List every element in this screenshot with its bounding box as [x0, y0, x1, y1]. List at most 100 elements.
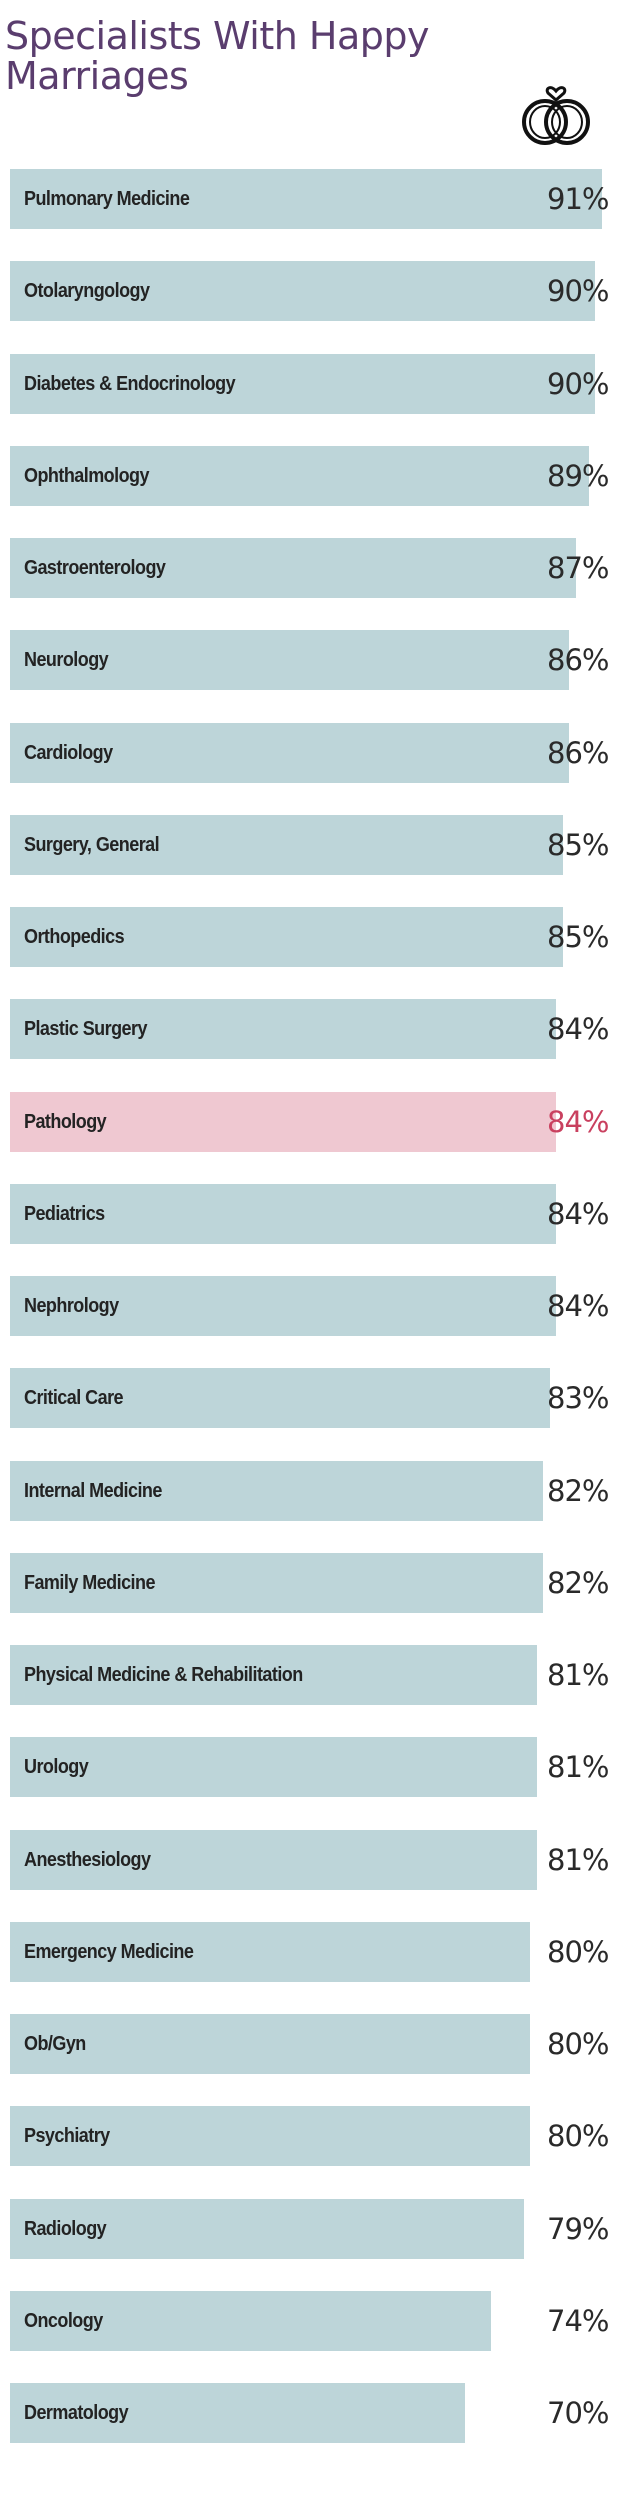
bar-row: Oncology 74%: [10, 2290, 630, 2351]
bar-value-label: 84%: [547, 1104, 609, 1139]
bar-value-label: 85%: [547, 827, 609, 862]
bar-row: Physical Medicine & Rehabilitation 81%: [10, 1645, 630, 1705]
bar-row: Family Medicine 82%: [10, 1552, 630, 1613]
bar: [10, 1552, 543, 1613]
bar: [10, 999, 556, 1060]
bar-row: Nephrology 84%: [10, 1276, 630, 1336]
bar-value-label: 82%: [547, 1565, 609, 1600]
bar-row: Otolaryngology 90%: [10, 261, 630, 322]
bar-category-label: Otolaryngology: [24, 280, 150, 303]
bar-category-label: Nephrology: [24, 1295, 119, 1317]
bar-category-label: Pulmonary Medicine: [24, 188, 190, 210]
bar-value-label: 84%: [547, 1289, 609, 1323]
bar-value-label: 84%: [547, 1196, 609, 1231]
bar-category-label: Urology: [24, 1756, 89, 1779]
bar: [10, 630, 569, 691]
bar: [10, 538, 576, 598]
bar-category-label: Ophthalmology: [24, 464, 150, 487]
bar-row: Diabetes & Endocrinology 90%: [10, 353, 630, 414]
bar-row: Emergency Medicine 80%: [10, 1921, 630, 1982]
bar: [10, 1368, 550, 1429]
bar: [10, 2198, 524, 2259]
bar-category-label: Emergency Medicine: [24, 1940, 194, 1963]
bar-category-label: Plastic Surgery: [24, 1018, 148, 1041]
bar-row: Psychiatry 80%: [10, 2106, 630, 2167]
bar-row: Radiology 79%: [10, 2198, 630, 2259]
bar: [10, 1645, 537, 1705]
bar-row: Dermatology 70%: [10, 2383, 630, 2443]
bar-category-label: Orthopedics: [24, 926, 125, 948]
bar: [10, 445, 589, 506]
bar-row: Surgery, General 85%: [10, 814, 630, 875]
bar-value-label: 89%: [547, 458, 609, 493]
bar-category-label: Surgery, General: [24, 833, 160, 856]
bar-value-label: 82%: [547, 1473, 609, 1508]
bar: [10, 1276, 556, 1336]
bar-row: Cardiology 86%: [10, 722, 630, 783]
bar-value-label: 85%: [547, 920, 609, 954]
bar-value-label: 83%: [547, 1381, 609, 1416]
bar-value-label: 81%: [547, 1750, 609, 1785]
bar-category-label: Cardiology: [24, 741, 113, 764]
bar: [10, 353, 595, 414]
bar-value-label: 79%: [547, 2211, 609, 2246]
bar-row: Urology 81%: [10, 1737, 630, 1798]
bar-category-label: Critical Care: [24, 1387, 124, 1410]
bar-category-label: Ob/Gyn: [24, 2033, 86, 2055]
bar-row: Pediatrics 84%: [10, 1183, 630, 1244]
bar: [10, 907, 563, 967]
bar-category-label: Neurology: [24, 649, 109, 672]
bar: [10, 261, 595, 322]
bar-category-label: Anesthesiology: [24, 1848, 151, 1871]
wedding-rings-heart-icon: [522, 86, 590, 145]
bar-category-label: Pediatrics: [24, 1202, 105, 1225]
bar-value-label: 81%: [547, 1842, 609, 1877]
bar-row: Plastic Surgery 84%: [10, 999, 630, 1060]
bar-category-label: Gastroenterology: [24, 557, 166, 579]
bar-value-label: 90%: [547, 274, 609, 309]
bar: [10, 1091, 556, 1152]
bar-row: Internal Medicine 82%: [10, 1460, 630, 1521]
bar-value-label: 80%: [547, 1934, 609, 1969]
bar-value-label: 81%: [547, 1658, 609, 1692]
bar-row: Critical Care 83%: [10, 1368, 630, 1429]
bar-category-label: Family Medicine: [24, 1571, 155, 1594]
bar-value-label: 90%: [547, 366, 609, 401]
bar: [10, 1921, 530, 1982]
bar: [10, 814, 563, 875]
bar: [10, 1829, 537, 1890]
bar: [10, 1183, 556, 1244]
bar-value-label: 87%: [547, 551, 609, 585]
bar-category-label: Internal Medicine: [24, 1479, 162, 1502]
bar-category-label: Oncology: [24, 2309, 103, 2332]
bar-category-label: Dermatology: [24, 2402, 129, 2424]
bar-value-label: 86%: [547, 643, 609, 678]
bar-category-label: Radiology: [24, 2217, 107, 2240]
bar-row: Ob/Gyn 80%: [10, 2014, 630, 2074]
bar-category-label: Physical Medicine & Rehabilitation: [24, 1664, 303, 1686]
bar-value-label: 80%: [547, 2119, 609, 2154]
bar-category-label: Diabetes & Endocrinology: [24, 372, 236, 395]
bar: [10, 2106, 530, 2167]
bar-value-label: 91%: [547, 182, 609, 216]
bar: [10, 2383, 465, 2443]
bar-row: Orthopedics 85%: [10, 907, 630, 967]
bar-row: Anesthesiology 81%: [10, 1829, 630, 1890]
chart-title: Specialists With Happy Marriages: [5, 14, 430, 98]
bar-row: Gastroenterology 87%: [10, 538, 630, 598]
bar: [10, 169, 602, 229]
bar: [10, 1460, 543, 1521]
bar: [10, 722, 569, 783]
bar-row: Neurology 86%: [10, 630, 630, 691]
bar: [10, 2014, 530, 2074]
bar: [10, 1737, 537, 1798]
bar-row: Pulmonary Medicine 91%: [10, 169, 630, 229]
bar-category-label: Pathology: [24, 1110, 107, 1133]
bar: [10, 2290, 491, 2351]
bar-category-label: Psychiatry: [24, 2125, 110, 2148]
bar-value-label: 80%: [547, 2027, 609, 2061]
bar-value-label: 70%: [547, 2396, 609, 2430]
bar-row: Pathology 84%: [10, 1091, 630, 1152]
bar-value-label: 74%: [547, 2303, 609, 2338]
bar-value-label: 84%: [547, 1012, 609, 1047]
